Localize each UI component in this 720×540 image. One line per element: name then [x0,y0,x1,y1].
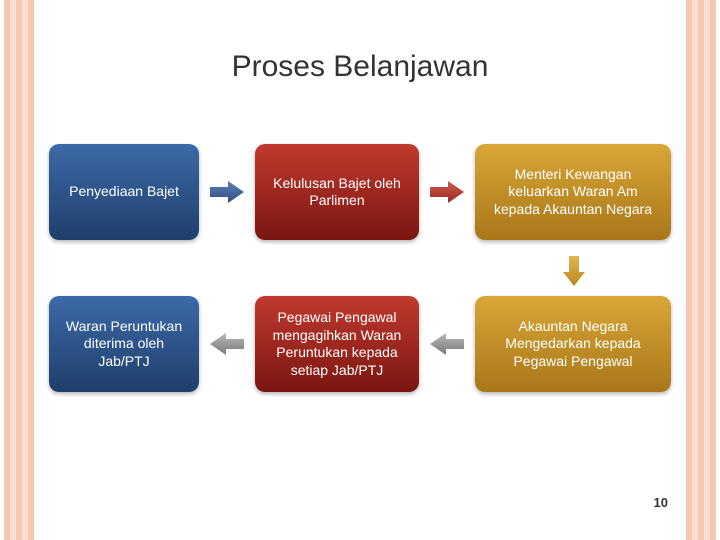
arrow-left-icon [430,333,464,355]
flow-box-label: Menteri Kewangan keluarkan Waran Am kepa… [485,166,661,219]
flow-box-label: Penyediaan Bajet [69,183,179,201]
flow-box-label: Waran Peruntukan diterima oleh Jab/PTJ [59,318,189,371]
flow-box-penyediaan: Penyediaan Bajet [49,144,199,240]
arrow-left-icon [210,333,244,355]
arrow-right-icon [210,181,244,203]
flow-box-pegawai: Pegawai Pengawal mengagihkan Waran Perun… [255,296,419,392]
flow-row-1: Penyediaan Bajet Kelulusan Bajet oleh Pa… [45,144,675,240]
arrow-right-icon [430,181,464,203]
flow-box-akauntan: Akauntan Negara Mengedarkan kepada Pegaw… [475,296,671,392]
flow-box-label: Kelulusan Bajet oleh Parlimen [265,175,409,210]
flow-box-waran: Waran Peruntukan diterima oleh Jab/PTJ [49,296,199,392]
flow-box-menteri: Menteri Kewangan keluarkan Waran Am kepa… [475,144,671,240]
down-arrow-container [45,256,675,286]
arrow-down-icon [563,256,585,286]
page-number: 10 [654,495,668,510]
flow-row-2: Waran Peruntukan diterima oleh Jab/PTJ P… [45,296,675,392]
flow-box-label: Pegawai Pengawal mengagihkan Waran Perun… [265,309,409,379]
slide-content: Proses Belanjawan Penyediaan Bajet Kelul… [0,0,720,540]
flow-box-kelulusan: Kelulusan Bajet oleh Parlimen [255,144,419,240]
slide-title: Proses Belanjawan [45,50,675,84]
flow-box-label: Akauntan Negara Mengedarkan kepada Pegaw… [485,318,661,371]
